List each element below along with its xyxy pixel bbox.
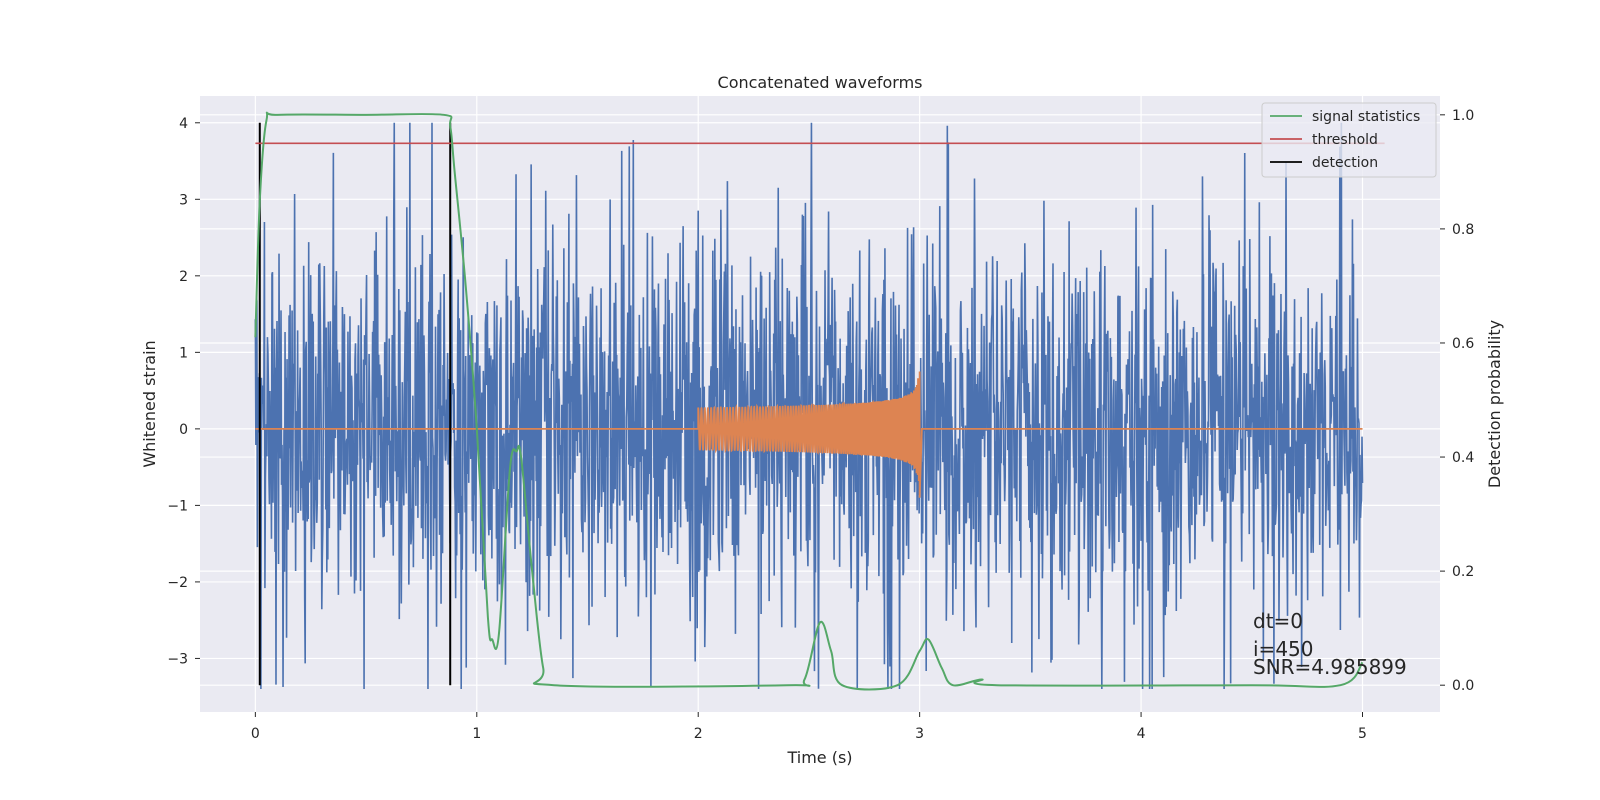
annotation-snr: SNR=4.985899 xyxy=(1253,655,1407,679)
y2-tick-label: 0.6 xyxy=(1452,336,1474,352)
y2-axis-label: Detection probability xyxy=(1485,320,1504,488)
x-tick-label: 1 xyxy=(472,726,481,742)
y2-tick-label: 1.0 xyxy=(1452,108,1474,124)
y-tick-label: 0 xyxy=(179,422,188,438)
x-tick-labels: 0 1 2 3 4 5 xyxy=(251,712,1367,742)
series-signal-statistics xyxy=(254,111,1364,691)
y2-tick-label: 0.8 xyxy=(1452,222,1474,238)
x-axis-label: Time (s) xyxy=(786,748,852,767)
x-tick-label: 4 xyxy=(1137,726,1146,742)
x-tick-label: 0 xyxy=(251,726,260,742)
legend-label-detection: detection xyxy=(1312,155,1378,171)
y-tick-label: −3 xyxy=(167,651,188,667)
y2-tick-label: 0.4 xyxy=(1452,450,1474,466)
y-tick-label: 2 xyxy=(179,269,188,285)
y-tick-labels: −3 −2 −1 0 1 2 3 4 xyxy=(167,116,200,667)
legend-label-threshold: threshold xyxy=(1312,132,1378,148)
y-tick-label: 3 xyxy=(179,192,188,208)
legend-label-signal-statistics: signal statistics xyxy=(1312,109,1420,125)
legend-box xyxy=(1261,102,1437,178)
x-tick-label: 2 xyxy=(694,726,703,742)
y-tick-label: 1 xyxy=(179,345,188,361)
y-tick-label: −1 xyxy=(167,498,188,514)
y2-tick-label: 0.2 xyxy=(1452,564,1474,580)
chart-title: Concatenated waveforms xyxy=(718,73,923,92)
y-tick-label: 4 xyxy=(179,116,188,132)
y2-tick-labels: 0.0 0.2 0.4 0.6 0.8 1.0 xyxy=(1440,108,1474,694)
series-injection xyxy=(255,371,1363,498)
series-layer xyxy=(254,111,1385,691)
annotation-block: dt=0 i=450 SNR=4.985899 xyxy=(1253,609,1407,679)
annotation-i: i=450 xyxy=(1253,637,1314,661)
x-tick-label: 5 xyxy=(1358,726,1367,742)
y2-tick-label: 0.0 xyxy=(1452,678,1474,694)
x-tick-label: 3 xyxy=(915,726,924,742)
series-strain-noise xyxy=(254,122,1364,690)
annotation-dt: dt=0 xyxy=(1253,609,1303,633)
y-axis-label: Whitened strain xyxy=(140,340,159,467)
y-tick-label: −2 xyxy=(167,575,188,591)
legend: signal statistics threshold detection xyxy=(1261,102,1437,178)
